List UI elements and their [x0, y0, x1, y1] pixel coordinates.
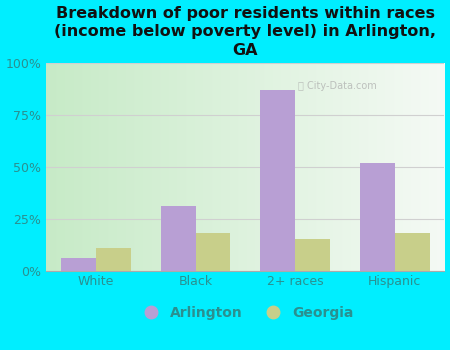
Text: Ⓣ City-Data.com: Ⓣ City-Data.com: [297, 81, 376, 91]
Bar: [96, 248, 131, 271]
Bar: [61, 258, 96, 271]
Bar: [295, 239, 330, 271]
Bar: [395, 233, 429, 271]
Title: Breakdown of poor residents within races
(income below poverty level) in Arlingt: Breakdown of poor residents within races…: [54, 6, 436, 58]
Bar: [161, 206, 196, 271]
Legend: Arlington, Georgia: Arlington, Georgia: [131, 301, 360, 326]
Bar: [260, 90, 295, 271]
Bar: [196, 233, 230, 271]
Bar: [360, 163, 395, 271]
